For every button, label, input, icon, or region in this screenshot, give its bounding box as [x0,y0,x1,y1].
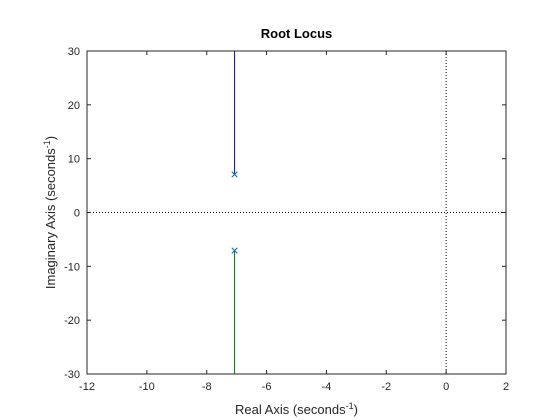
chart-title: Root Locus [261,26,333,41]
x-axis-label-sup: -1 [346,401,354,411]
x-tick-label: -10 [139,381,155,393]
x-axis-label-text: Real Axis (seconds [235,402,346,417]
x-axis-label: Real Axis (seconds-1) [235,401,358,417]
y-tick-label: 30 [68,46,80,58]
pole-marker-stroke [231,247,238,254]
x-tick-label: -12 [79,381,95,393]
pole-marker-2 [231,247,238,254]
plot-area [87,51,506,374]
reference-lines [87,51,506,374]
y-tick-label: -10 [64,261,80,273]
x-tick-label: 2 [503,381,509,393]
pole-marker-stroke [231,171,238,178]
x-tick-label: -2 [381,381,391,393]
poles-layer [231,171,238,254]
x-tick-label: -4 [322,381,332,393]
x-axis-label-tail: ) [354,402,358,417]
y-tick-label: 10 [68,154,80,166]
y-axis-label-tail: ) [43,136,58,140]
y-tick-label: -20 [64,315,80,327]
y-tick-label: 0 [74,208,80,220]
x-tick-label: -8 [202,381,212,393]
y-axis-label-text: Imaginary Axis (seconds [43,148,58,289]
y-axis-label-sup: -1 [42,140,52,148]
x-tick-label: -6 [262,381,272,393]
y-tick-label: 20 [68,100,80,112]
y-axis-label: Imaginary Axis (seconds-1) [42,136,58,289]
pole-marker-1 [231,171,238,178]
x-tick-label: 0 [443,381,449,393]
y-tick-label: -30 [64,369,80,381]
